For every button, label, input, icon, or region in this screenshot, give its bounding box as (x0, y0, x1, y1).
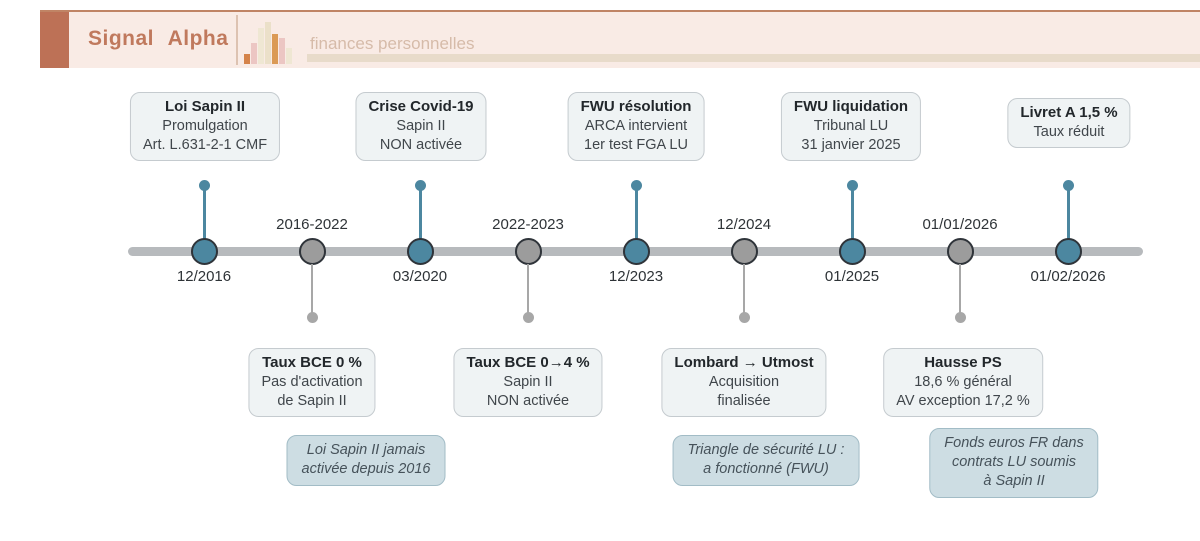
card-line: Art. L.631-2-1 CMF (142, 137, 268, 153)
connector-stem (959, 264, 961, 314)
timeline-node-01-01-2026 (946, 238, 974, 265)
date-label: 12/2024 (716, 216, 772, 233)
date-label: 03/2020 (392, 268, 448, 285)
connector-dot (306, 312, 318, 323)
card-lombard-utmost: Lombard → Utmost Acquisition finalisée (661, 348, 827, 417)
connector-dot (954, 312, 966, 323)
card-line: 18,6 % général (914, 374, 1012, 390)
card-line: NON activée (486, 393, 570, 409)
date-label: 12/2016 (176, 268, 232, 285)
annotation-fonds-euros: Fonds euros FR dans contrats LU soumis à… (929, 428, 1099, 498)
card-line: Pas d'activation (261, 374, 363, 390)
timeline-node-2022-2023 (514, 238, 542, 265)
bar-chart-icon-bar (279, 38, 285, 64)
annotation-line: activée depuis 2016 (301, 461, 431, 477)
card-title: Hausse PS (924, 354, 1002, 371)
bar-chart-icon-bar (244, 54, 250, 64)
timeline-node-2016-2022 (298, 238, 326, 265)
date-label: 2016-2022 (276, 216, 348, 233)
date-label: 2022-2023 (492, 216, 564, 233)
card-title: Taux BCE 0 % (262, 354, 362, 371)
card-hausse-ps: Hausse PS 18,6 % général AV exception 17… (883, 348, 1043, 417)
connector-dot (1062, 180, 1074, 191)
card-loi-sapin-ii: Loi Sapin II Promulgation Art. L.631-2-1… (129, 92, 281, 161)
card-line: finalisée (717, 393, 771, 409)
card-title: Lombard → Utmost (674, 354, 814, 371)
brand-title: Signal Alpha (88, 27, 229, 50)
annotation-line: Fonds euros FR dans (944, 435, 1084, 451)
card-livret-a: Livret A 1,5 % Taux réduit (1007, 98, 1131, 148)
annotation-line: à Sapin II (983, 473, 1045, 489)
connector-stem (418, 188, 422, 240)
connector-dot (846, 180, 858, 191)
connector-dot (522, 312, 534, 323)
annotation-triangle-securite: Triangle de sécurité LU : a fonctionné (… (672, 435, 860, 486)
card-title: Loi Sapin II (164, 98, 245, 115)
annotation-line: Loi Sapin II jamais (306, 442, 426, 458)
card-line: Promulgation (162, 118, 248, 134)
date-label: 01/02/2026 (1030, 268, 1106, 285)
timeline-node-03-2020 (406, 238, 434, 265)
connector-dot (414, 180, 426, 191)
annotation-line: Triangle de sécurité LU : (687, 442, 845, 458)
connector-dot (738, 312, 750, 323)
connector-stem (527, 264, 529, 314)
card-title: Taux BCE 0→4 % (466, 354, 590, 371)
header-subtitle: finances personnelles (310, 34, 475, 53)
bar-chart-icon-bar (272, 34, 278, 64)
subtitle-underline (307, 54, 1200, 62)
card-fwu-liquidation: FWU liquidation Tribunal LU 31 janvier 2… (780, 92, 922, 161)
bar-chart-icon-bar (251, 43, 257, 64)
card-title: FWU résolution (580, 98, 692, 115)
timeline-node-01-2025 (838, 238, 866, 265)
card-line: Sapin II (503, 374, 553, 390)
card-line: 31 janvier 2025 (801, 137, 901, 153)
app-header: Signal Alpha finances personnelles (40, 10, 1200, 68)
card-line: ARCA intervient (584, 118, 688, 134)
card-line: Acquisition (708, 374, 780, 390)
connector-stem (634, 188, 638, 240)
card-title: Livret A 1,5 % (1020, 104, 1118, 121)
timeline-node-12-2024 (730, 238, 758, 265)
connector-dot (630, 180, 642, 191)
date-label: 01/2025 (824, 268, 880, 285)
card-title: FWU liquidation (793, 98, 909, 115)
connector-stem (202, 188, 206, 240)
card-line: Taux réduit (1033, 124, 1105, 140)
card-line: Sapin II (396, 118, 446, 134)
bar-chart-icon-bar (258, 28, 264, 64)
timeline-node-12-2016 (190, 238, 218, 265)
connector-stem (743, 264, 745, 314)
connector-dot (198, 180, 210, 191)
timeline-node-01-02-2026 (1054, 238, 1082, 265)
card-taux-bce-0-4: Taux BCE 0→4 % Sapin II NON activée (453, 348, 603, 417)
bar-chart-icon-bar (286, 48, 292, 64)
card-fwu-resolution: FWU résolution ARCA intervient 1er test … (567, 92, 705, 161)
annotation-sapin-jamais-activee: Loi Sapin II jamais activée depuis 2016 (286, 435, 446, 486)
card-line: de Sapin II (277, 393, 347, 409)
card-line: Tribunal LU (813, 118, 889, 134)
date-label: 01/01/2026 (922, 216, 998, 233)
timeline-node-12-2023 (622, 238, 650, 265)
connector-stem (850, 188, 854, 240)
brand-color-block (40, 12, 69, 68)
card-title: Crise Covid-19 (368, 98, 474, 115)
bar-chart-icon (244, 20, 296, 64)
annotation-line: contrats LU soumis (951, 454, 1077, 470)
card-line: NON activée (379, 137, 463, 153)
header-divider (236, 15, 238, 65)
connector-stem (1066, 188, 1070, 240)
card-taux-bce-0: Taux BCE 0 % Pas d'activation de Sapin I… (248, 348, 376, 417)
date-label: 12/2023 (608, 268, 664, 285)
card-line: 1er test FGA LU (584, 137, 688, 153)
connector-stem (311, 264, 313, 314)
card-crise-covid-19: Crise Covid-19 Sapin II NON activée (355, 92, 487, 161)
annotation-line: a fonctionné (FWU) (703, 461, 829, 477)
card-line: AV exception 17,2 % (896, 393, 1030, 409)
bar-chart-icon-bar (265, 22, 271, 64)
